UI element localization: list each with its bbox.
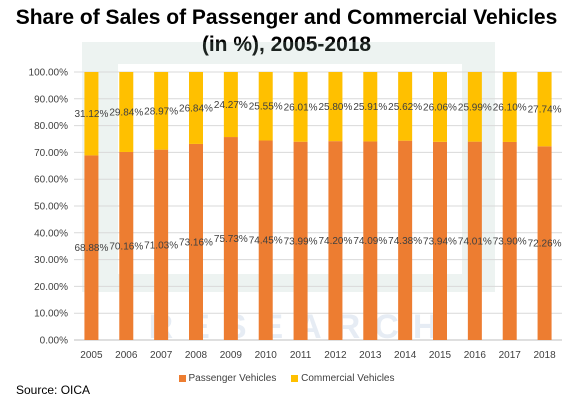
legend-item-passenger: Passenger Vehicles: [178, 373, 277, 384]
data-label-commercial-2010: 25.55%: [249, 102, 283, 113]
x-tick-label-2006: 2006: [115, 350, 138, 361]
x-tick-label-2013: 2013: [359, 350, 382, 361]
bar-commercial-2010: [258, 72, 273, 141]
data-label-passenger-2013: 74.09%: [353, 236, 387, 247]
x-tick-label-2011: 2011: [290, 350, 312, 361]
chart-legend: Passenger Vehicles Commercial Vehicles: [0, 373, 573, 384]
data-label-commercial-2014: 25.62%: [388, 102, 422, 113]
bar-commercial-2018: [537, 72, 552, 147]
bar-passenger-2009: [223, 137, 238, 340]
bar-commercial-2006: [119, 72, 134, 152]
x-tick-label-2018: 2018: [533, 350, 556, 361]
bar-passenger-2013: [363, 141, 378, 340]
data-label-commercial-2009: 24.27%: [214, 100, 248, 111]
legend-swatch-passenger: [178, 374, 186, 382]
bar-commercial-2005: [84, 72, 99, 156]
data-label-commercial-2012: 25.80%: [318, 102, 352, 113]
data-label-passenger-2016: 74.01%: [458, 236, 492, 247]
bar-commercial-2017: [502, 72, 517, 142]
data-label-commercial-2013: 25.91%: [353, 102, 387, 113]
data-label-passenger-2006: 70.16%: [109, 241, 143, 252]
x-tick-label-2009: 2009: [220, 350, 243, 361]
data-label-commercial-2008: 26.84%: [179, 103, 213, 114]
chart-title-line-1: Share of Sales of Passenger and Commerci…: [15, 6, 558, 29]
y-tick-label: 60.00%: [34, 175, 68, 186]
data-label-commercial-2011: 26.01%: [284, 102, 318, 113]
data-label-passenger-2014: 74.38%: [388, 236, 422, 247]
bar-passenger-2017: [502, 141, 517, 340]
data-label-passenger-2010: 74.45%: [249, 236, 283, 247]
bar-commercial-2014: [398, 72, 413, 141]
bar-commercial-2008: [189, 72, 203, 144]
y-tick-label: 0.00%: [40, 336, 68, 347]
legend-swatch-commercial: [291, 374, 299, 382]
bar-commercial-2012: [328, 72, 343, 142]
bar-passenger-2011: [293, 141, 308, 340]
y-tick-label: 70.00%: [34, 148, 68, 159]
bar-passenger-2018: [537, 146, 552, 340]
bar-passenger-2007: [154, 149, 169, 340]
data-label-passenger-2012: 74.20%: [318, 236, 352, 247]
bar-passenger-2014: [398, 140, 413, 340]
x-tick-label-2008: 2008: [185, 350, 208, 361]
bar-passenger-2016: [467, 141, 482, 340]
bar-commercial-2016: [467, 72, 482, 142]
y-tick-label: 90.00%: [34, 94, 68, 105]
data-label-commercial-2017: 26.10%: [493, 102, 527, 113]
data-label-commercial-2015: 26.06%: [423, 102, 457, 113]
bar-passenger-2015: [433, 141, 447, 340]
x-tick-label-2005: 2005: [80, 350, 103, 361]
data-label-passenger-2018: 72.26%: [528, 239, 562, 250]
y-tick-label: 40.00%: [34, 228, 68, 239]
y-tick-label: 10.00%: [34, 309, 68, 320]
x-tick-label-2015: 2015: [429, 350, 452, 361]
bar-commercial-2007: [154, 72, 169, 150]
y-tick-label: 20.00%: [34, 282, 68, 293]
source-note: Source: OICA: [16, 383, 91, 397]
y-tick-label: 80.00%: [34, 121, 68, 132]
x-tick-label-2016: 2016: [464, 350, 487, 361]
y-tick-label: 100.00%: [29, 68, 69, 79]
legend-label-commercial: Commercial Vehicles: [301, 373, 395, 384]
bar-passenger-2012: [328, 141, 343, 340]
data-label-passenger-2005: 68.88%: [74, 243, 108, 254]
bar-commercial-2011: [293, 72, 308, 142]
data-label-passenger-2015: 73.94%: [423, 236, 457, 247]
data-label-commercial-2007: 28.97%: [144, 106, 178, 117]
x-tick-label-2014: 2014: [394, 350, 417, 361]
data-label-passenger-2009: 75.73%: [214, 234, 248, 245]
bar-passenger-2010: [258, 140, 273, 340]
x-tick-label-2012: 2012: [324, 350, 347, 361]
x-tick-label-2007: 2007: [150, 350, 173, 361]
bar-passenger-2006: [119, 151, 134, 340]
y-tick-label: 50.00%: [34, 202, 68, 213]
data-label-commercial-2005: 31.12%: [74, 109, 108, 120]
chart-title: Share of Sales of Passenger and Commerci…: [0, 4, 573, 58]
bar-commercial-2009: [223, 72, 238, 138]
data-label-passenger-2008: 73.16%: [179, 237, 213, 248]
bar-commercial-2013: [363, 72, 378, 142]
x-tick-label-2017: 2017: [499, 350, 522, 361]
x-tick-label-2010: 2010: [255, 350, 278, 361]
legend-label-passenger: Passenger Vehicles: [188, 373, 277, 384]
data-label-passenger-2007: 71.03%: [144, 240, 178, 251]
data-label-commercial-2018: 27.74%: [528, 105, 562, 116]
chart-title-line-2: (in %), 2005-2018: [0, 31, 573, 58]
legend-item-commercial: Commercial Vehicles: [291, 373, 395, 384]
bar-passenger-2008: [189, 143, 203, 340]
data-label-commercial-2016: 25.99%: [458, 102, 492, 113]
y-tick-label: 30.00%: [34, 255, 68, 266]
bar-commercial-2015: [433, 72, 447, 142]
bar-passenger-2005: [84, 155, 99, 340]
data-label-passenger-2017: 73.90%: [493, 236, 527, 247]
data-label-commercial-2006: 29.84%: [109, 107, 143, 118]
data-label-passenger-2011: 73.99%: [284, 236, 318, 247]
